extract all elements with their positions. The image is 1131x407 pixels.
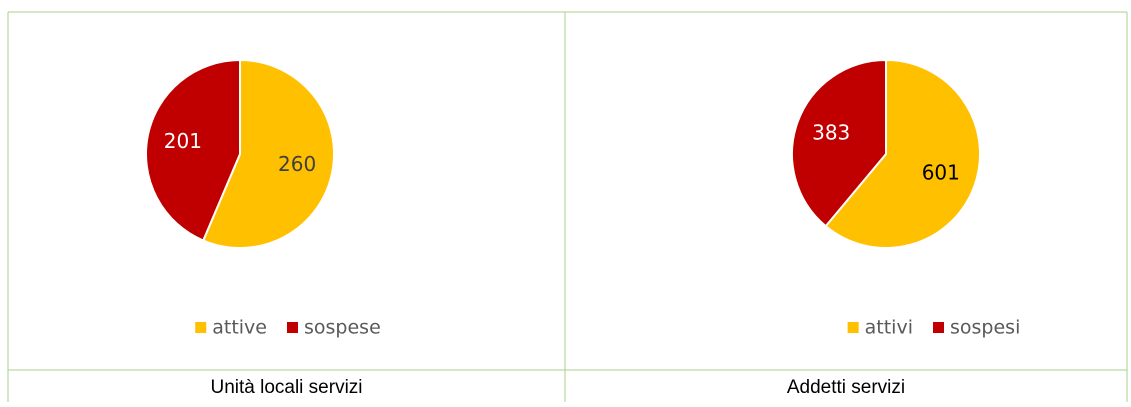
- data-label: 201: [164, 129, 202, 153]
- pie-slice: [201, 58, 335, 249]
- caption: Unità locali servizi: [210, 377, 362, 398]
- pie-slice: [824, 58, 981, 249]
- data-label: 383: [812, 121, 850, 145]
- legend-label: attivi: [865, 317, 913, 339]
- legend-swatch: [195, 322, 207, 333]
- legend-swatch: [847, 322, 859, 333]
- legend-label: attive: [212, 317, 267, 339]
- legend-swatch: [287, 322, 298, 333]
- table-grid: [7, 11, 1128, 402]
- pie-slice: [145, 58, 241, 242]
- legend-label: sospesi: [950, 317, 1020, 339]
- data-label: 601: [922, 160, 960, 184]
- legend-swatch: [933, 322, 944, 333]
- legend-label: sospese: [304, 317, 381, 339]
- data-label: 260: [278, 152, 316, 176]
- pie-slice: [791, 58, 887, 228]
- caption: Addetti servizi: [787, 377, 905, 398]
